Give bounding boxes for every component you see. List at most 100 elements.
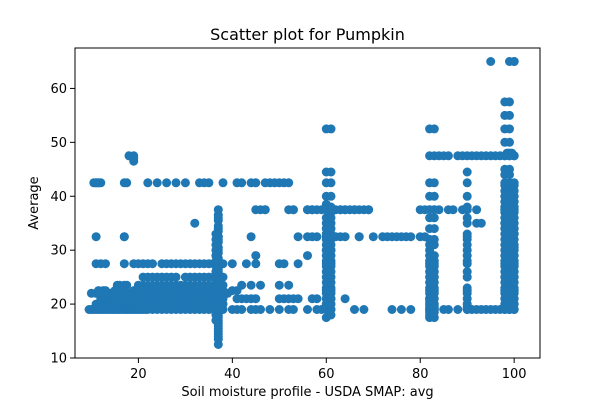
data-point: [326, 294, 336, 304]
data-point: [326, 259, 336, 269]
data-point: [406, 305, 416, 314]
x-tick-label: 20: [130, 367, 147, 382]
data-point: [429, 124, 439, 134]
data-point: [448, 205, 458, 215]
data-point: [246, 232, 256, 242]
data-point: [462, 302, 472, 312]
y-axis: 10 20 30 40 50 60: [50, 82, 75, 367]
data-point: [340, 205, 350, 215]
data-point: [429, 191, 439, 201]
data-point: [387, 305, 397, 314]
data-point: [462, 213, 472, 223]
y-axis-title: Average: [27, 176, 42, 229]
data-point: [429, 286, 439, 296]
data-point: [462, 286, 472, 296]
data-point: [101, 286, 110, 296]
data-point: [227, 259, 237, 269]
scatter-points: [84, 57, 519, 349]
data-point: [462, 191, 472, 201]
data-point: [505, 164, 514, 174]
plot-border: [74, 47, 541, 359]
data-point: [256, 305, 265, 314]
data-point: [429, 261, 439, 271]
x-tick-label: 40: [224, 367, 241, 382]
data-point: [462, 202, 472, 212]
data-point: [326, 191, 336, 201]
data-point: [331, 232, 341, 242]
data-point: [279, 259, 289, 269]
data-point: [429, 178, 439, 188]
data-point: [507, 148, 517, 158]
chart-title: Scatter plot for Pumpkin: [210, 25, 405, 44]
data-point: [129, 154, 139, 163]
data-point: [368, 232, 378, 242]
y-tick-label: 40: [50, 190, 67, 205]
data-point: [260, 205, 270, 215]
data-point: [443, 305, 453, 314]
data-point: [232, 286, 242, 296]
data-point: [293, 259, 303, 269]
data-point: [303, 251, 312, 261]
data-point: [406, 232, 416, 242]
data-point: [476, 218, 486, 228]
x-tick-label: 60: [318, 367, 335, 382]
data-point: [293, 294, 303, 304]
data-point: [429, 205, 439, 215]
data-point: [425, 245, 435, 255]
data-point: [288, 305, 298, 314]
data-point: [429, 224, 439, 234]
data-point: [171, 272, 181, 282]
data-point: [505, 97, 514, 107]
data-point: [237, 178, 247, 188]
x-tick-label: 80: [412, 367, 429, 382]
data-point: [462, 267, 472, 277]
data-point: [458, 151, 467, 161]
data-point: [505, 205, 514, 215]
data-point: [364, 205, 374, 215]
x-tick-label: 100: [502, 367, 527, 382]
data-point: [119, 259, 129, 269]
data-point: [218, 178, 228, 188]
data-point: [462, 178, 472, 188]
data-point: [326, 178, 336, 188]
data-point: [246, 280, 256, 290]
data-point: [420, 232, 430, 242]
data-point: [251, 178, 261, 188]
data-point: [350, 305, 359, 314]
data-point: [509, 243, 519, 252]
data-point: [122, 280, 132, 290]
data-point: [293, 232, 303, 242]
data-point: [312, 232, 322, 242]
y-tick-label: 20: [50, 298, 67, 313]
data-point: [122, 178, 132, 188]
x-axis: 20 40 60 80 100: [130, 358, 527, 382]
data-point: [462, 232, 472, 242]
data-point: [303, 305, 312, 314]
data-point: [119, 232, 129, 242]
data-point: [143, 178, 153, 188]
data-point: [284, 178, 294, 188]
data-point: [213, 205, 223, 215]
data-point: [312, 205, 322, 215]
data-point: [359, 305, 369, 314]
data-point: [429, 234, 439, 244]
data-point: [148, 259, 157, 269]
data-point: [505, 218, 514, 228]
data-point: [213, 213, 223, 223]
data-point: [265, 305, 275, 314]
data-point: [429, 272, 439, 282]
data-point: [312, 294, 322, 304]
data-point: [288, 205, 298, 215]
data-point: [462, 167, 472, 177]
data-point: [251, 294, 261, 304]
data-point: [162, 178, 172, 188]
data-point: [509, 178, 519, 188]
y-tick-label: 60: [50, 82, 67, 97]
data-point: [180, 178, 190, 188]
data-point: [326, 245, 336, 255]
data-point: [505, 124, 514, 134]
data-point: [354, 232, 364, 242]
data-point: [284, 280, 294, 290]
data-point: [326, 167, 336, 177]
